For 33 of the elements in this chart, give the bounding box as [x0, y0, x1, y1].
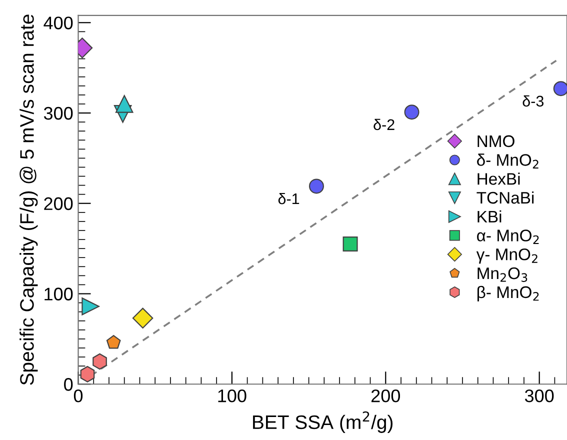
- point: [308, 178, 324, 194]
- x-tick-label: 300: [524, 389, 554, 402]
- point: [553, 81, 567, 96]
- x-axis-title: BET SSA (m$^{2}$/g): [253, 411, 393, 433]
- y-tick-label: 400: [44, 16, 73, 30]
- legend-label: HexBi: [478, 172, 520, 185]
- point: [132, 308, 154, 329]
- y-tick-label: 0: [64, 378, 73, 391]
- y-tick-label: 300: [44, 106, 73, 120]
- x-tick-label: 200: [371, 389, 400, 402]
- point: [80, 366, 95, 382]
- point: [404, 104, 420, 120]
- legend-label: NMO: [478, 135, 514, 148]
- legend-label: γ- MnO$_{2}$: [476, 248, 538, 264]
- x-tick-label: 100: [218, 389, 246, 402]
- x-tick-label: 0: [74, 389, 83, 402]
- annotation: δ-2: [374, 118, 394, 130]
- legend-label: δ- MnO$_{2}$: [477, 154, 538, 168]
- point: [106, 335, 121, 349]
- point: [92, 353, 107, 370]
- point: [82, 298, 100, 316]
- y-axis-title: Specific Capacity (F/g) @ 5 mV/s scan rate: [20, 14, 38, 385]
- legend-label: α- MnO$_{2}$: [477, 230, 539, 244]
- point: [342, 236, 358, 252]
- legend-label: Mn$_{2}$O$_{3}$: [478, 267, 528, 282]
- annotation: δ-1: [278, 192, 300, 204]
- y-tick-label: 100: [44, 288, 73, 300]
- point: [115, 95, 134, 113]
- legend-label: β- MnO$_{2}$: [477, 286, 539, 302]
- y-tick-label: 200: [44, 197, 73, 210]
- legend-label: KBi: [478, 210, 502, 222]
- annotation: δ-3: [522, 95, 544, 107]
- legend-label: TCNaBi: [476, 191, 534, 204]
